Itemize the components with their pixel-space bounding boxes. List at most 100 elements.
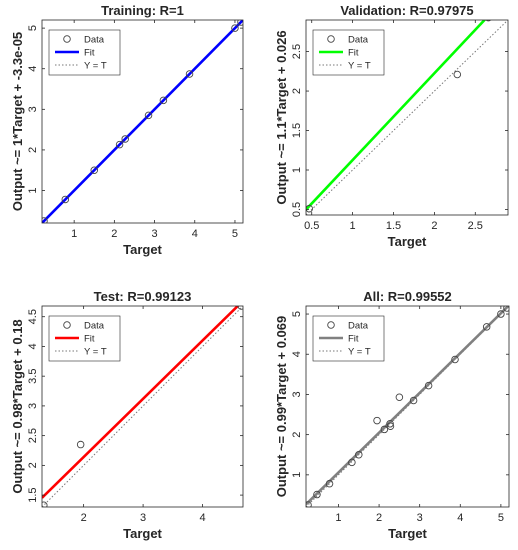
data-point	[231, 24, 239, 32]
chart-title: Training: R=1	[101, 3, 184, 18]
y-tick-label: 4.5	[27, 309, 39, 324]
data-point	[348, 458, 356, 467]
identity-line	[306, 20, 508, 215]
data-point	[90, 166, 99, 174]
data-point	[42, 501, 48, 507]
legend-label: Data	[348, 321, 369, 332]
chart-title: All: R=0.99552	[363, 289, 452, 304]
y-tick-label: 1	[291, 167, 303, 173]
x-tick-label: 1	[335, 512, 341, 524]
x-tick-label: 1	[71, 228, 77, 240]
chart-panel: 0.5 1 1.5 2 2.5 0.5 1 1.5 2 2.5 Validation: R=0.97…	[274, 3, 509, 249]
chart-panel: 1 2 3 4 5 1 2 3 4 5 All: R=0.99552 Target Output ~= …	[274, 289, 510, 541]
data-point	[159, 96, 168, 105]
data-point	[485, 20, 492, 22]
chart-title: Validation: R=0.97975	[340, 3, 473, 18]
data-point	[386, 420, 394, 428]
data-point	[355, 450, 363, 459]
chart-panel: 2 3 4 1.5 2 2.5 3 3.5 4 4.5 Test: R=0.99123 Target O…	[10, 289, 244, 541]
legend-label: Data	[84, 35, 105, 46]
fit-line	[306, 20, 487, 211]
y-tick-label: 0.5	[291, 202, 303, 217]
legend-label: Y = T	[84, 347, 107, 358]
data-point	[313, 490, 321, 499]
x-tick-label: 5	[232, 228, 238, 240]
plot-content	[42, 20, 243, 223]
data-point	[325, 479, 334, 488]
data-point	[144, 111, 153, 120]
x-axis-label: Target	[388, 526, 427, 541]
y-tick-label: 5	[27, 25, 39, 31]
x-axis-label: Target	[123, 526, 162, 541]
x-tick-label: 4	[457, 512, 463, 524]
y-tick-label: 3	[27, 106, 39, 112]
legend-label: Fit	[84, 334, 95, 345]
legend-label: Fit	[348, 48, 359, 59]
legend-label: Data	[348, 35, 369, 46]
legend-label: Y = T	[348, 61, 371, 72]
y-tick-label: 5	[291, 311, 303, 317]
y-tick-label: 4	[27, 66, 39, 72]
data-point	[373, 416, 381, 425]
y-tick-label: 1	[291, 472, 303, 478]
data-point	[386, 422, 395, 430]
fit-line	[42, 20, 243, 223]
data-point	[115, 140, 124, 149]
data-point	[424, 381, 433, 390]
data-point	[451, 355, 459, 364]
fit-line	[306, 306, 509, 506]
legend-label: Y = T	[84, 61, 107, 72]
y-tick-label: 2	[27, 462, 39, 468]
x-axis-label: Target	[388, 234, 427, 249]
x-tick-label: 2	[431, 220, 437, 232]
data-point	[185, 70, 194, 78]
y-axis-label: Output ~= 0.99*Target + 0.069	[274, 316, 289, 497]
y-tick-label: 1	[27, 187, 39, 193]
data-point	[453, 70, 462, 79]
y-tick-label: 4	[27, 343, 39, 349]
y-tick-label: 2	[291, 432, 303, 438]
data-point	[497, 310, 505, 318]
x-tick-label: 1.5	[386, 220, 401, 232]
chart-title: Test: R=0.99123	[94, 289, 192, 304]
y-tick-label: 3	[27, 403, 39, 409]
y-axis-label: Output ~= 1*Target + -3.3e-05	[10, 32, 25, 211]
legend: Data Fit Y = T	[48, 29, 121, 76]
x-tick-label: 5	[498, 512, 504, 524]
data-point	[380, 425, 389, 434]
data-point	[76, 440, 85, 449]
y-axis-label: Output ~= 0.98*Target + 0.18	[10, 319, 25, 493]
chart-panel: 1 2 3 4 5 1 2 3 4 5 Training: R=1 Target Output ~= 1…	[10, 3, 244, 257]
axes-box	[305, 19, 509, 216]
legend-label: Y = T	[348, 347, 371, 358]
y-tick-label: 1.5	[291, 123, 303, 138]
legend-label: Fit	[348, 334, 359, 345]
x-tick-label: 2	[376, 512, 382, 524]
y-axis-label: Output ~= 1.1*Target + 0.026	[274, 30, 289, 204]
legend: Data Fit Y = T	[312, 315, 385, 362]
y-tick-label: 1.5	[27, 487, 39, 502]
y-tick-label: 3.5	[27, 369, 39, 384]
x-tick-label: 2	[111, 228, 117, 240]
legend-data-marker	[63, 35, 71, 43]
x-tick-label: 4	[199, 512, 205, 524]
data-point	[409, 396, 418, 405]
x-axis-label: Target	[123, 242, 162, 257]
data-point	[306, 204, 314, 213]
data-point	[61, 195, 70, 204]
legend: Data Fit Y = T	[312, 29, 385, 76]
axes-box	[41, 19, 244, 224]
legend: Data Fit Y = T	[48, 315, 121, 362]
x-tick-label: 2.5	[468, 220, 483, 232]
legend-label: Data	[84, 321, 105, 332]
plot-content	[42, 306, 243, 507]
x-tick-label: 4	[192, 228, 198, 240]
legend-data-marker	[327, 35, 335, 43]
data-point	[306, 501, 312, 507]
data-point	[237, 20, 243, 26]
legend-data-marker	[327, 321, 335, 329]
y-tick-label: 4	[291, 351, 303, 357]
x-tick-label: 0.5	[304, 220, 319, 232]
data-point	[395, 393, 404, 402]
